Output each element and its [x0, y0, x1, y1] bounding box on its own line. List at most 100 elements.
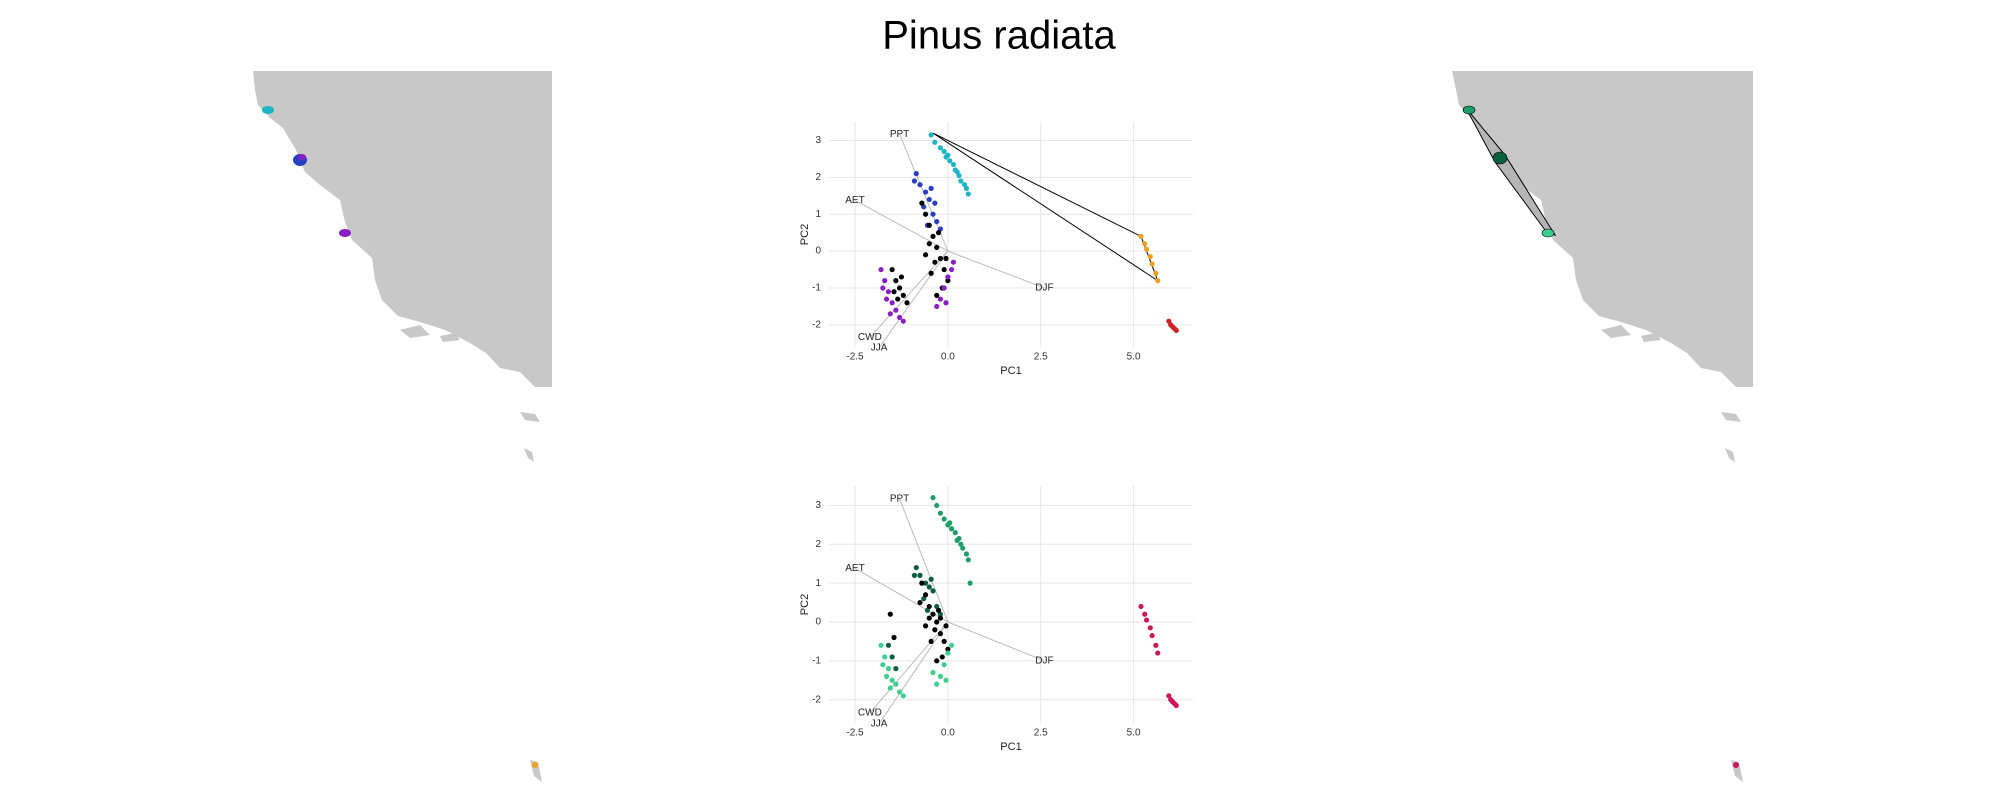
point [928, 132, 934, 138]
point [928, 185, 934, 191]
point [893, 681, 899, 687]
point [941, 285, 947, 291]
point [965, 557, 971, 563]
point [943, 677, 949, 683]
point [932, 139, 938, 145]
point [926, 222, 932, 228]
point [926, 241, 932, 247]
point [1149, 632, 1155, 639]
y-tick-label: 2 [815, 539, 821, 550]
point [947, 520, 953, 526]
loading-arrow [878, 250, 949, 349]
point [934, 303, 940, 310]
x-axis-title: PC1 [1000, 365, 1021, 377]
point [937, 631, 944, 637]
point [921, 596, 927, 602]
x-tick-label: -2.5 [846, 728, 864, 739]
point [1138, 603, 1144, 610]
point [934, 244, 940, 251]
loading-label: CWD [858, 708, 882, 719]
point [913, 564, 919, 571]
point [932, 200, 938, 206]
point [922, 592, 929, 598]
point [1153, 642, 1159, 648]
point [1173, 327, 1179, 334]
point [924, 607, 931, 613]
point [948, 526, 955, 532]
y-axis-title: PC2 [799, 594, 811, 615]
x-tick-label: 0.0 [941, 352, 955, 363]
point [878, 642, 884, 648]
point [934, 603, 940, 610]
y-tick-label: -2 [812, 694, 821, 705]
loading-label: AET [845, 563, 864, 574]
point [943, 154, 949, 160]
y-tick-label: 0 [815, 617, 821, 628]
point [963, 551, 970, 557]
point [1155, 278, 1161, 284]
point [895, 296, 901, 302]
point [883, 673, 890, 679]
point [934, 658, 940, 664]
map-point [339, 229, 351, 237]
y-tick-label: -1 [812, 655, 821, 666]
point [926, 603, 932, 610]
point [885, 666, 892, 672]
point [948, 642, 955, 648]
point [930, 611, 936, 617]
point [941, 516, 947, 522]
point [887, 685, 893, 691]
loading-label: DJF [1035, 655, 1053, 666]
point [937, 296, 944, 302]
point [922, 252, 929, 258]
loading-arrow [947, 621, 1045, 662]
point [900, 292, 906, 298]
loading-label: AET [845, 195, 864, 206]
loading-label: PPT [890, 129, 909, 140]
point [948, 266, 955, 273]
point [945, 650, 951, 656]
point [937, 145, 944, 151]
point [935, 607, 942, 613]
point [930, 669, 936, 676]
loading-label: CWD [858, 332, 882, 343]
point [958, 541, 964, 547]
loading-arrow [869, 621, 949, 714]
point [930, 588, 936, 594]
point [941, 148, 947, 155]
point [911, 572, 918, 578]
point [1153, 270, 1159, 276]
point [880, 662, 886, 668]
point [943, 300, 949, 306]
point [900, 318, 906, 324]
point [896, 285, 903, 291]
point [937, 255, 944, 262]
point [889, 300, 895, 306]
point [885, 642, 892, 648]
point [896, 314, 903, 321]
x-tick-label: 2.5 [1034, 352, 1048, 363]
point [904, 300, 910, 306]
point [950, 259, 957, 265]
point [937, 611, 944, 617]
point [941, 638, 947, 645]
loading-arrow [869, 250, 949, 338]
pca-chart: -2.5 0.0 2.5 5.0 -2 -1 0 1 2 3 PC1 PC2 PPT AET DJF CWDJ… [799, 486, 1193, 753]
y-tick-label: -2 [812, 320, 821, 331]
y-tick-label: 2 [815, 172, 821, 183]
point [943, 623, 949, 629]
point [882, 278, 888, 284]
point [885, 289, 892, 295]
point [935, 230, 942, 236]
point [926, 196, 932, 203]
point [967, 580, 973, 586]
point [928, 270, 934, 276]
point [932, 259, 938, 265]
y-tick-label: 3 [815, 500, 821, 511]
point [882, 654, 888, 660]
point [889, 677, 895, 683]
point [947, 158, 953, 164]
point [1143, 246, 1150, 252]
point [939, 654, 945, 660]
